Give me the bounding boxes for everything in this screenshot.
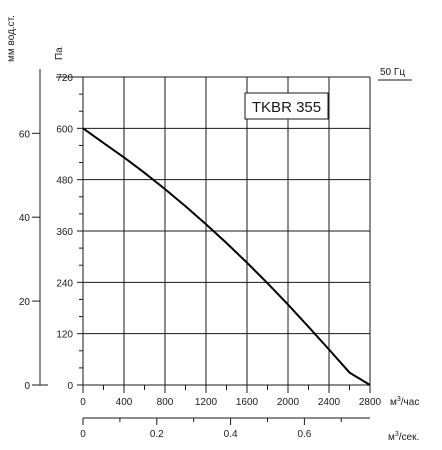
y-unit-pa: Па: [54, 47, 65, 60]
secondary-x-tick-label: 0.4: [224, 429, 238, 440]
y-unit-mm: мм вод.ст.: [6, 15, 17, 62]
x-tick-label: 0: [80, 397, 86, 408]
y-tick-label: 480: [56, 176, 73, 187]
secondary-x-tick-label: 0.6: [297, 429, 311, 440]
y-tick-label: 600: [56, 124, 73, 135]
y-tick-label: 0: [67, 381, 73, 392]
x-tick-label: 2800: [359, 397, 382, 408]
x-tick-label: 800: [157, 397, 174, 408]
y-tick-label: 360: [56, 227, 73, 238]
secondary-y-tick-label: 20: [19, 297, 31, 308]
x-tick-label: 1600: [236, 397, 259, 408]
grid: [83, 76, 371, 385]
x-unit-m3s: м3/сек.: [388, 431, 419, 443]
x-tick-label: 2000: [277, 397, 300, 408]
x-tick-label: 400: [116, 397, 133, 408]
y-tick-label: 720: [56, 73, 73, 84]
tick-labels: 0 400 800 1200 1600 2000 2400 28000120240360480…: [19, 73, 382, 440]
secondary-y-tick-label: 40: [19, 213, 31, 224]
frequency-label: 50 Гц: [380, 67, 405, 78]
secondary-y-tick-label: 60: [19, 129, 31, 140]
axes: [32, 69, 371, 425]
x-tick-label: 1200: [195, 397, 218, 408]
curve-layer: [82, 127, 371, 386]
y-tick-label: 120: [56, 330, 73, 341]
model-label: TKBR 355: [252, 99, 321, 116]
x-tick-label: 2400: [318, 397, 341, 408]
y-tick-label: 240: [56, 278, 73, 289]
model-label-box: [244, 92, 329, 120]
secondary-y-tick-label: 0: [24, 381, 30, 392]
x-unit-m3h: м3/час: [390, 396, 419, 408]
secondary-x-tick-label: 0: [80, 429, 86, 440]
performance-curve: [82, 127, 371, 386]
secondary-x-tick-label: 0.2: [150, 429, 164, 440]
